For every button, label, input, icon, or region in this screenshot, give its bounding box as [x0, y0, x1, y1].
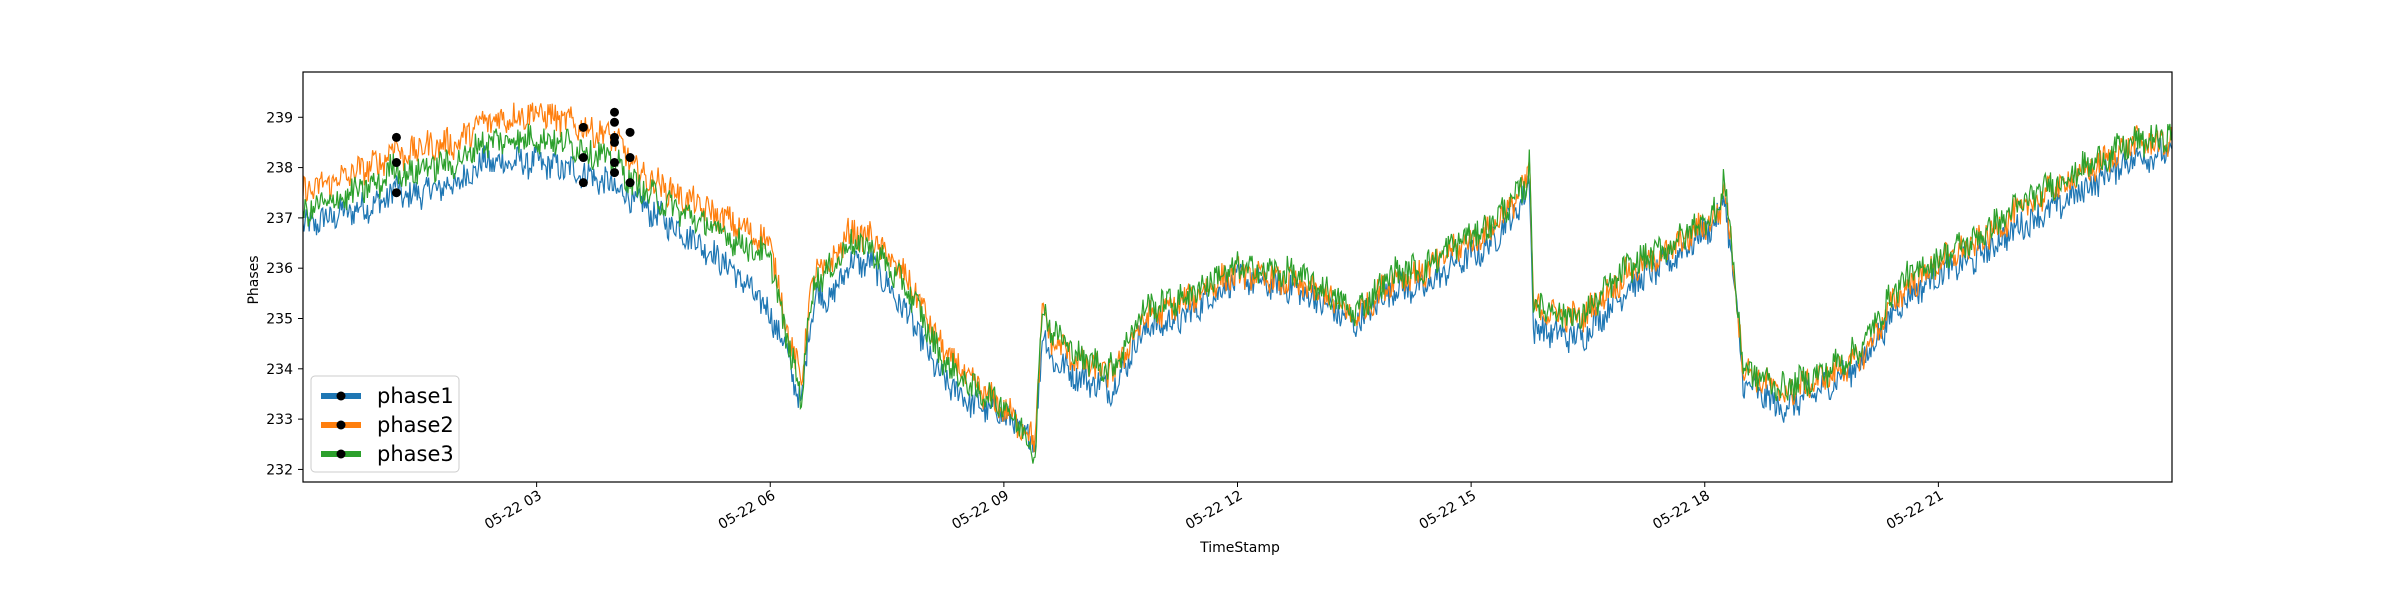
y-tick-label: 238 [266, 161, 293, 177]
x-tick-label: 05-22 06 [716, 488, 779, 533]
marker-phase3-2 [391, 158, 401, 168]
y-tick-label: 235 [266, 312, 293, 328]
marker-phase3-11 [610, 132, 619, 142]
x-tick-label: 05-22 18 [1650, 488, 1713, 533]
legend-marker-phase2 [336, 420, 346, 430]
legend-label-phase2: phase2 [377, 413, 454, 437]
series-line-phase1 [303, 137, 2172, 453]
marker-phase1-6 [610, 168, 619, 178]
y-tick-label: 237 [266, 211, 293, 227]
x-tick-label: 05-22 03 [482, 488, 545, 533]
marker-phase2-13 [625, 127, 635, 137]
legend: phase1 phase2 phase3 [310, 375, 460, 473]
marker-phase3-5 [578, 153, 588, 163]
y-tick-label: 236 [266, 261, 293, 277]
y-tick-label: 233 [266, 412, 293, 428]
marker-phase2-4 [578, 122, 588, 132]
marker-phase3-14 [625, 153, 635, 163]
plot-area [303, 102, 2172, 464]
y-tick-label: 239 [266, 110, 293, 126]
legend-label-phase3: phase3 [377, 442, 454, 466]
marker-phase1-0 [391, 188, 401, 198]
marker-phase1-12 [625, 178, 635, 188]
x-axis-title: TimeStamp [1199, 540, 1280, 556]
legend-marker-phase3 [336, 449, 346, 459]
y-axis-title: Phases [246, 255, 262, 304]
legend-label-phase1: phase1 [377, 384, 454, 408]
series-group [303, 102, 2172, 464]
x-tick-label: 05-22 09 [949, 488, 1012, 533]
legend-marker-phase1 [336, 391, 346, 401]
y-tick-label: 234 [266, 362, 293, 378]
marker-phase1-7 [610, 158, 619, 168]
y-tick-label: 232 [266, 462, 293, 478]
legend-box [310, 375, 460, 473]
marker-phase1-3 [578, 178, 588, 188]
marker-phase2-8 [610, 107, 619, 117]
x-tick-label: 05-22 15 [1417, 488, 1480, 533]
marker-phase2-1 [391, 132, 401, 142]
marker-phase2-9 [610, 117, 619, 127]
x-tick-label: 05-22 12 [1183, 488, 1246, 533]
x-tick-label: 05-22 21 [1884, 488, 1947, 533]
